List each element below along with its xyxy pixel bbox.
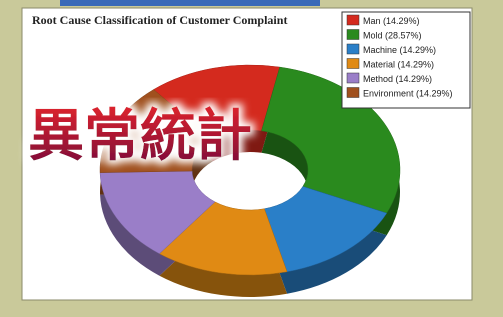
legend-label: Man (14.29%) — [363, 16, 420, 26]
legend-label: Material (14.29%) — [363, 60, 434, 70]
legend-swatch — [347, 73, 359, 83]
legend-label: Machine (14.29%) — [363, 45, 436, 55]
chart-title: Root Cause Classification of Customer Co… — [32, 13, 287, 27]
top-strip — [60, 0, 320, 6]
legend-swatch — [347, 44, 359, 54]
legend-label: Mold (28.57%) — [363, 31, 422, 41]
legend-label: Method (14.29%) — [363, 74, 432, 84]
legend-swatch — [347, 30, 359, 40]
legend-swatch — [347, 15, 359, 25]
screen: Root Cause Classification of Customer Co… — [0, 0, 503, 317]
legend-swatch — [347, 59, 359, 69]
overlay-text: 異常統計 — [28, 104, 252, 167]
legend-label: Environment (14.29%) — [363, 89, 453, 99]
legend-swatch — [347, 88, 359, 98]
